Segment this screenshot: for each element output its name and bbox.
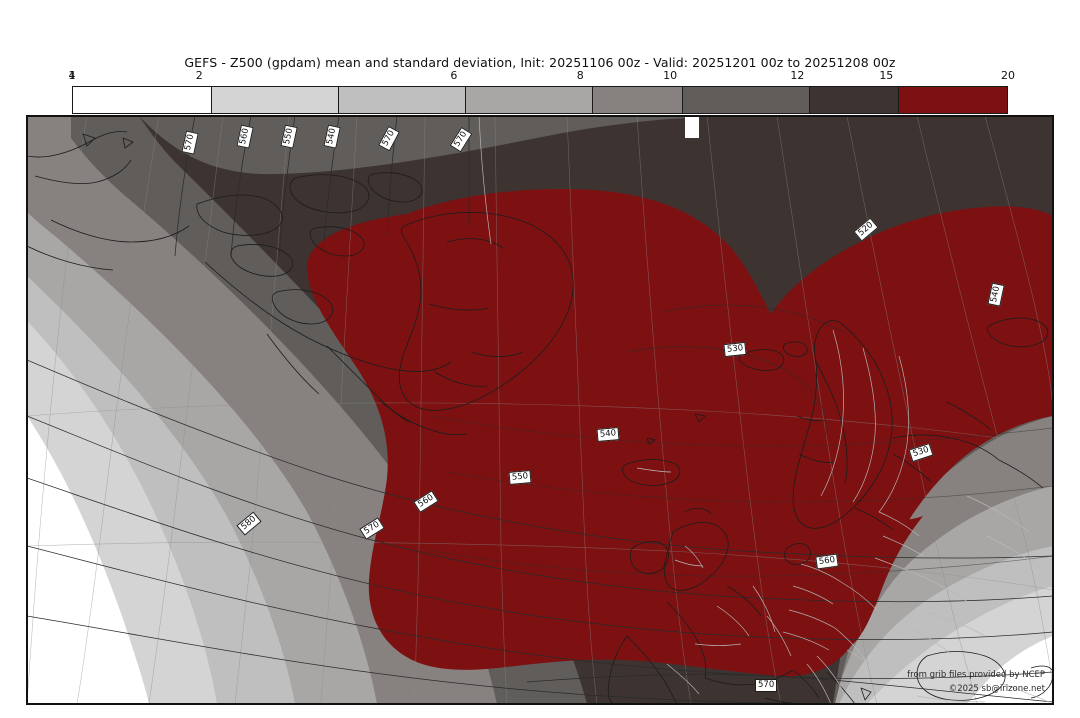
colorbar-segment-15-20	[898, 87, 1008, 113]
country-borders	[478, 116, 1050, 704]
colorbar-tick-10: 10	[663, 69, 678, 82]
colorbar-tick-20: 20	[1001, 69, 1015, 82]
contour-label: 570	[755, 679, 778, 692]
colorbar-segment-6-8	[465, 87, 593, 113]
colorbar-segment-8-10	[592, 87, 683, 113]
colorbar-tick-1: 1	[68, 69, 76, 82]
contour-label: 530	[723, 341, 747, 358]
copyright-credit: ©2025 sb@irizone.net	[948, 684, 1045, 694]
colorbar-segment-1-2	[73, 87, 212, 113]
colorbar-tick-4: 4	[68, 69, 76, 82]
colorbar-gradient	[72, 86, 1008, 114]
colorbar-tick-2: 2	[195, 69, 203, 82]
data-source-credit: from grib files provided by NCEP	[907, 670, 1045, 680]
colorbar-tick-12: 12	[790, 69, 805, 82]
colorbar-tick-labels: 1 2 4 6 8 10 12 15 20	[68, 69, 1016, 85]
colorbar-tick-6: 6	[450, 69, 458, 82]
stddev-low-zone-2	[967, 636, 1053, 704]
map-canvas	[27, 116, 1053, 704]
colorbar-segment-4-6	[338, 87, 466, 113]
colorbar-segment-2-4	[211, 87, 339, 113]
map-border	[27, 116, 1053, 704]
colorbar-segment-10-12	[682, 87, 810, 113]
colorbar-segment-12-15	[809, 87, 899, 113]
contour-label: 540	[596, 427, 620, 442]
colorbar: 1 2 4 6 8 10 12 15 20	[69, 69, 1015, 114]
coastlines	[27, 131, 1053, 704]
contour-label: 550	[508, 470, 532, 485]
z500-contours	[27, 116, 1053, 704]
colorbar-tick-15: 15	[879, 69, 894, 82]
map-top-notch	[685, 116, 699, 138]
stddev-red-lobe-east	[743, 312, 923, 677]
map-panel[interactable]: 570 560 550 540 570 570 520 540 530 540 …	[26, 115, 1054, 705]
colorbar-tick-8: 8	[576, 69, 584, 82]
page-title: GEFS - Z500 (gpdam) mean and standard de…	[184, 55, 896, 70]
